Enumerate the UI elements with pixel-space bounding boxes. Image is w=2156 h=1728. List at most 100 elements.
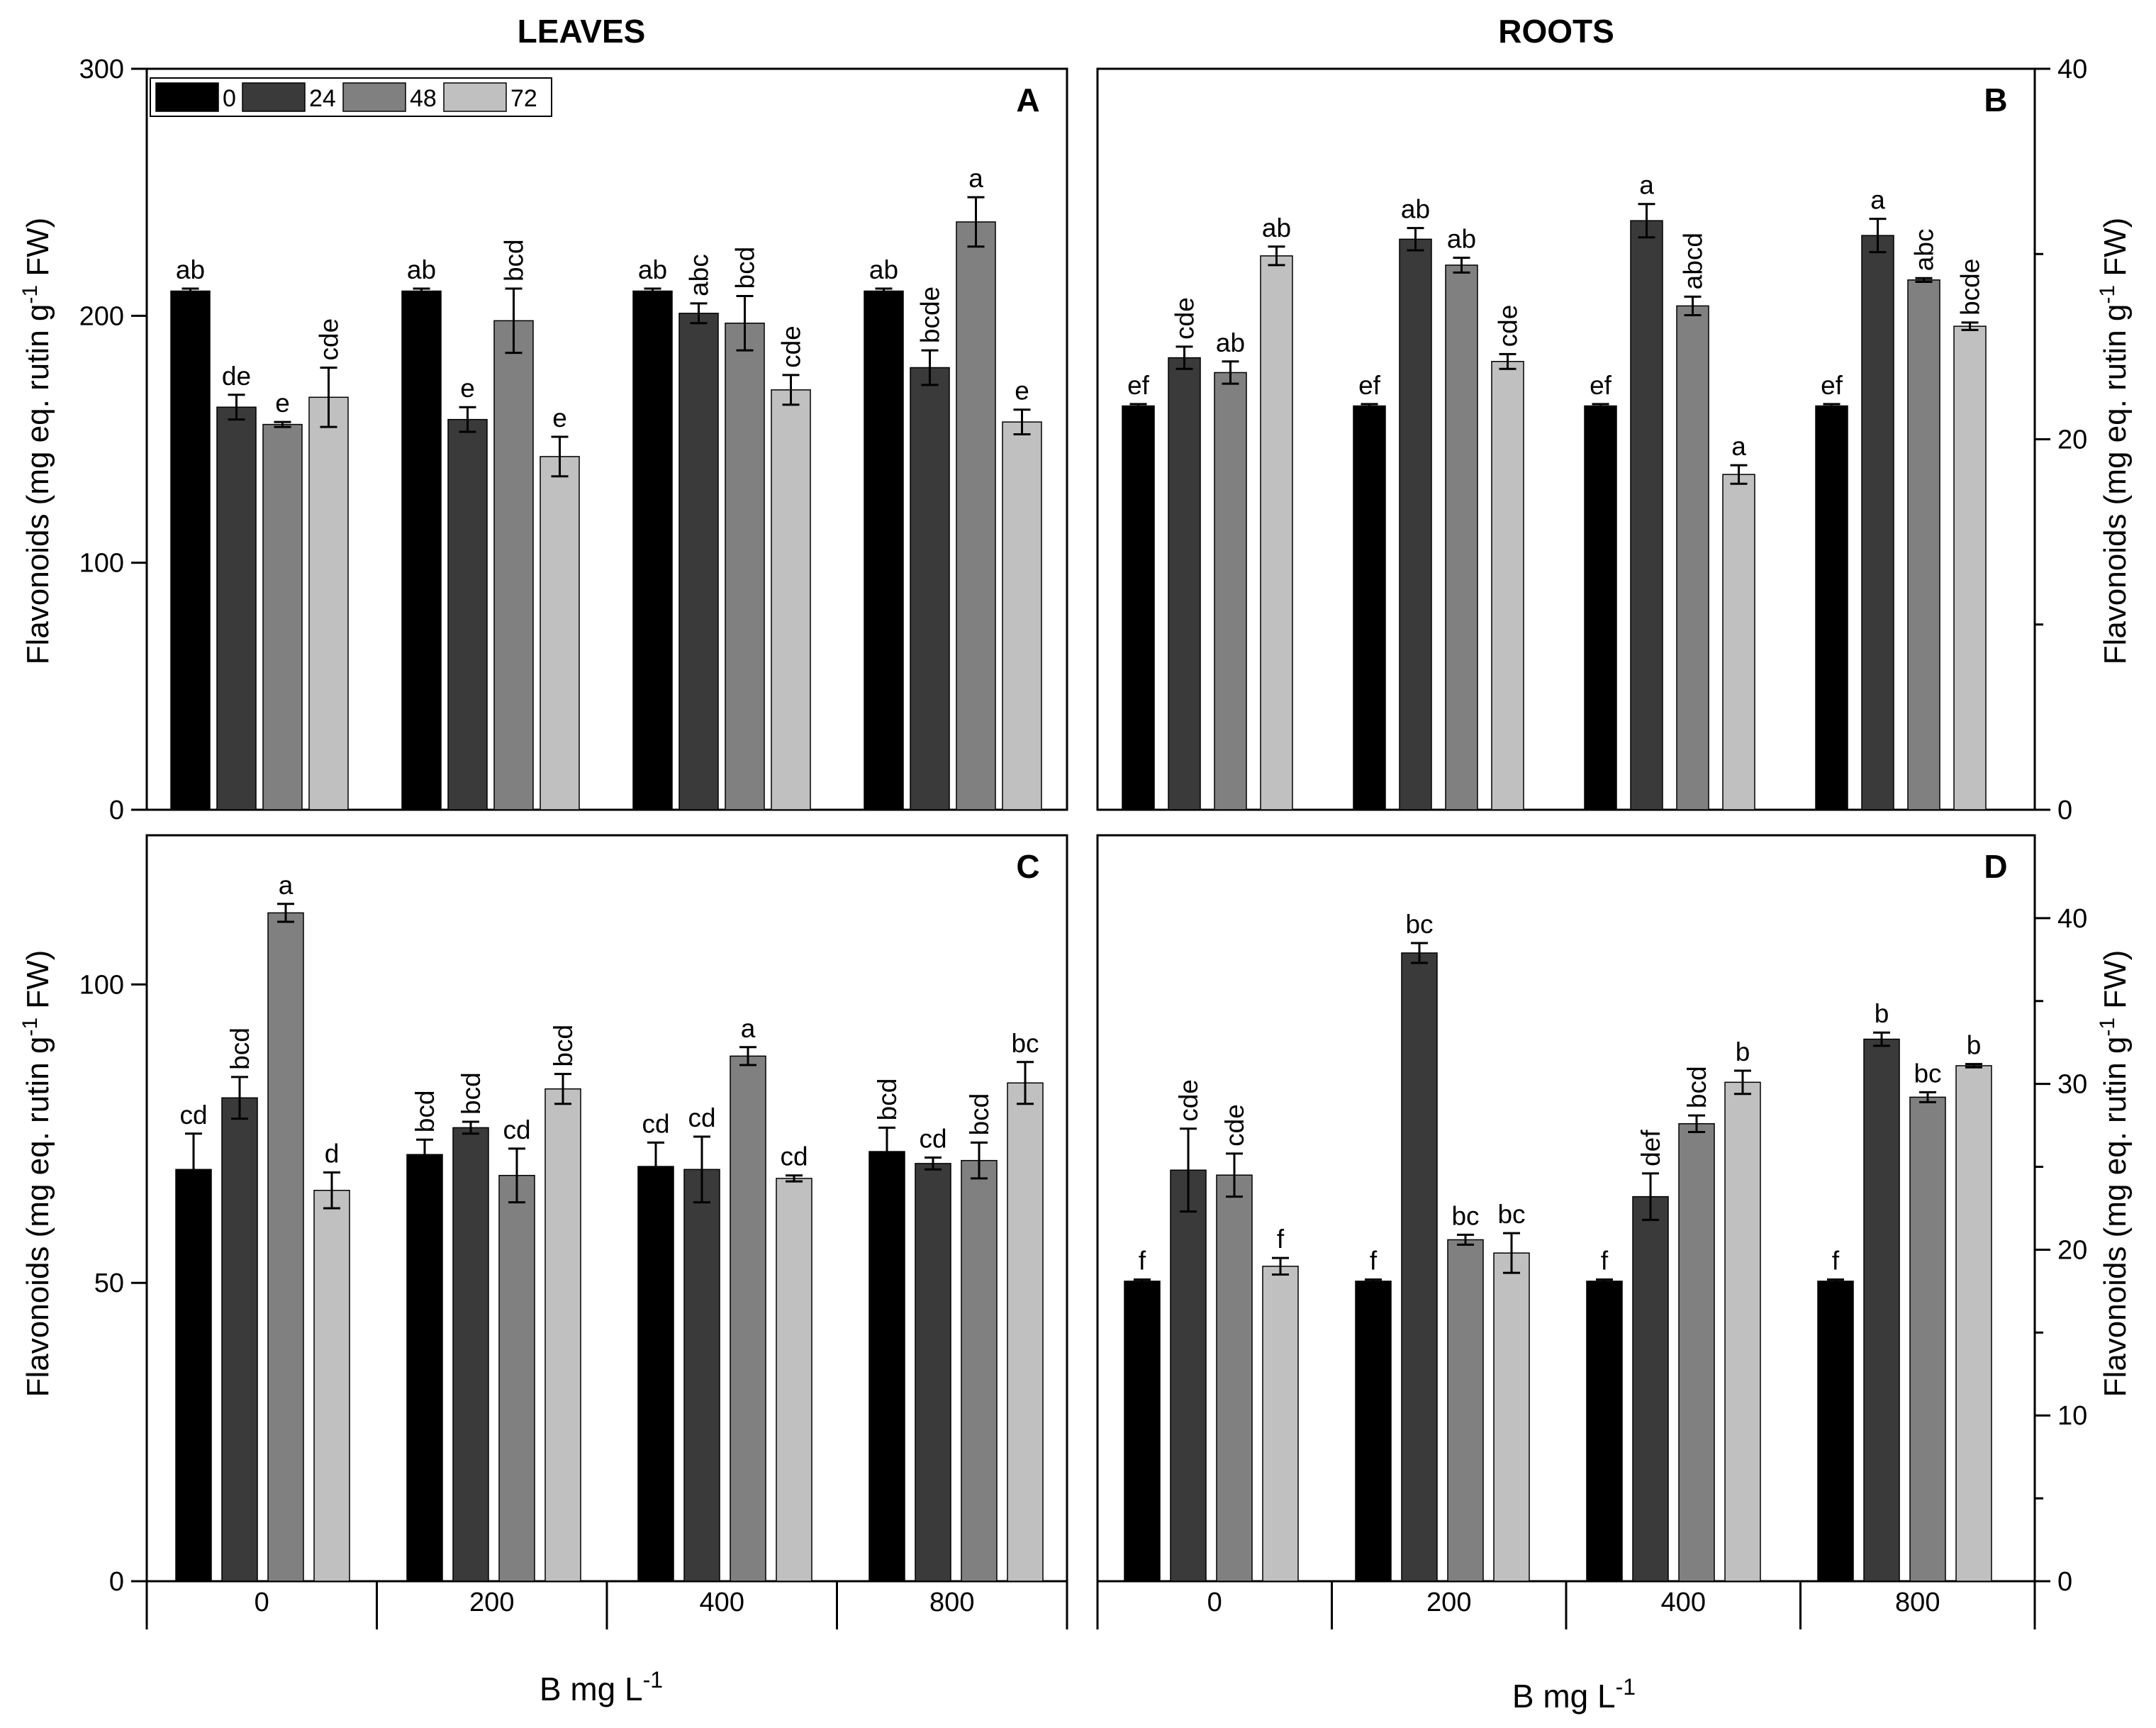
significance-label: cd — [642, 1109, 669, 1138]
significance-label: a — [1870, 186, 1885, 215]
significance-label: abc — [1910, 229, 1939, 272]
bar-c-24-800 — [915, 1163, 951, 1582]
bar-c-0-200 — [406, 1154, 443, 1582]
bar-d-72-800 — [1955, 1065, 1992, 1582]
significance-label: cd — [688, 1103, 715, 1132]
legend-label-72: 72 — [510, 85, 537, 112]
bar-b-0-200 — [1353, 405, 1386, 810]
significance-label: cde — [315, 318, 344, 361]
bar-d-48-400 — [1678, 1123, 1715, 1582]
significance-label: bcd — [410, 1091, 440, 1133]
significance-label: cde — [1171, 297, 1200, 340]
bar-b-24-0 — [1168, 357, 1201, 810]
bar-d-24-200 — [1401, 952, 1438, 1582]
x-tick-label: 0 — [1207, 1588, 1222, 1617]
bar-c-48-400 — [730, 1055, 766, 1582]
bar-d-0-400 — [1586, 1281, 1623, 1582]
significance-label: f — [1139, 1247, 1146, 1276]
bar-c-24-200 — [452, 1127, 489, 1582]
bar-a-24-400 — [678, 313, 719, 810]
significance-label: ab — [1447, 224, 1476, 253]
panel-letter: D — [1984, 848, 2007, 885]
bar-c-0-800 — [868, 1151, 905, 1582]
legend-label-0: 0 — [223, 85, 236, 112]
y-tick-label: 10 — [2057, 1401, 2087, 1431]
significance-label: abcd — [1679, 233, 1708, 289]
bar-b-48-200 — [1445, 264, 1478, 810]
bar-b-48-400 — [1676, 305, 1709, 810]
bar-c-48-800 — [961, 1159, 998, 1582]
bar-d-24-800 — [1863, 1038, 1900, 1582]
bar-d-24-0 — [1170, 1169, 1207, 1582]
significance-label: bcd — [225, 1027, 255, 1070]
bar-a-48-0 — [262, 423, 303, 810]
bar-a-0-400 — [632, 290, 673, 810]
y-tick-label: 300 — [79, 55, 124, 84]
bar-a-72-200 — [540, 456, 580, 810]
y-tick-label: 100 — [79, 970, 124, 1000]
bar-a-72-400 — [771, 389, 811, 810]
bar-a-72-800 — [1002, 421, 1042, 810]
significance-label: cd — [919, 1124, 946, 1153]
y-axis-label-right-bottom: Flavonoids (mg eq. rutin g-1 FW) — [2096, 950, 2133, 1398]
bar-a-0-800 — [864, 290, 904, 810]
significance-label: bc — [1497, 1200, 1525, 1229]
significance-label: def — [1636, 1130, 1665, 1166]
significance-label: a — [1639, 171, 1654, 200]
bar-b-0-400 — [1584, 405, 1617, 810]
y-tick-label: 20 — [2057, 425, 2087, 455]
plot-frame — [145, 67, 1068, 811]
significance-label: abc — [685, 254, 714, 296]
bar-d-72-200 — [1493, 1252, 1530, 1582]
significance-label: b — [1875, 999, 1889, 1028]
significance-label: bcd — [731, 247, 760, 289]
legend-label-48: 48 — [410, 85, 437, 112]
bar-a-48-800 — [956, 221, 996, 810]
y-tick-label: 0 — [109, 796, 124, 825]
bar-b-0-800 — [1815, 405, 1848, 810]
bar-b-48-800 — [1907, 279, 1940, 810]
significance-label: bc — [1451, 1201, 1479, 1230]
legend: 0 24 48 72 — [150, 77, 552, 117]
significance-label: f — [1277, 1225, 1285, 1254]
y-tick-label: 0 — [2057, 1567, 2072, 1597]
significance-label: a — [279, 871, 294, 900]
x-tick-label: 400 — [1661, 1588, 1706, 1617]
significance-label: f — [1601, 1247, 1609, 1276]
significance-label: ef — [1590, 371, 1612, 400]
y-axis-label-left-bottom: Flavonoids (mg eq. rutin g-1 FW) — [18, 950, 55, 1398]
significance-label: ab — [407, 255, 436, 284]
significance-label: f — [1370, 1247, 1378, 1276]
bar-c-72-400 — [776, 1178, 812, 1582]
legend-label-24: 24 — [309, 85, 336, 112]
significance-label: e — [460, 374, 475, 403]
x-tick-label: 800 — [929, 1588, 974, 1617]
significance-label: bcd — [457, 1072, 486, 1115]
bar-d-24-400 — [1632, 1195, 1669, 1582]
y-tick-label: 30 — [2057, 1070, 2087, 1100]
significance-label: ab — [638, 255, 667, 284]
bar-d-72-0 — [1262, 1266, 1299, 1582]
x-axis-label-right: B mg L-1 — [1512, 1674, 1636, 1715]
significance-label: b — [1736, 1037, 1750, 1066]
bar-b-72-800 — [1953, 325, 1987, 810]
bar-c-0-400 — [637, 1166, 674, 1582]
significance-label: ab — [1262, 213, 1291, 243]
y-tick-label: 100 — [79, 549, 124, 579]
significance-label: e — [1015, 377, 1029, 406]
significance-label: bcd — [873, 1078, 902, 1121]
significance-label: ab — [176, 255, 205, 284]
x-tick-label: 800 — [1895, 1588, 1940, 1617]
bar-b-24-800 — [1861, 235, 1894, 810]
significance-label: b — [1967, 1031, 1982, 1060]
significance-label: d — [325, 1139, 340, 1169]
x-axis-label-left: B mg L-1 — [540, 1667, 663, 1707]
bar-c-48-0 — [267, 912, 304, 1582]
significance-label: f — [1832, 1247, 1840, 1276]
y-tick-label: 20 — [2057, 1235, 2087, 1265]
significance-label: cde — [1494, 305, 1523, 347]
